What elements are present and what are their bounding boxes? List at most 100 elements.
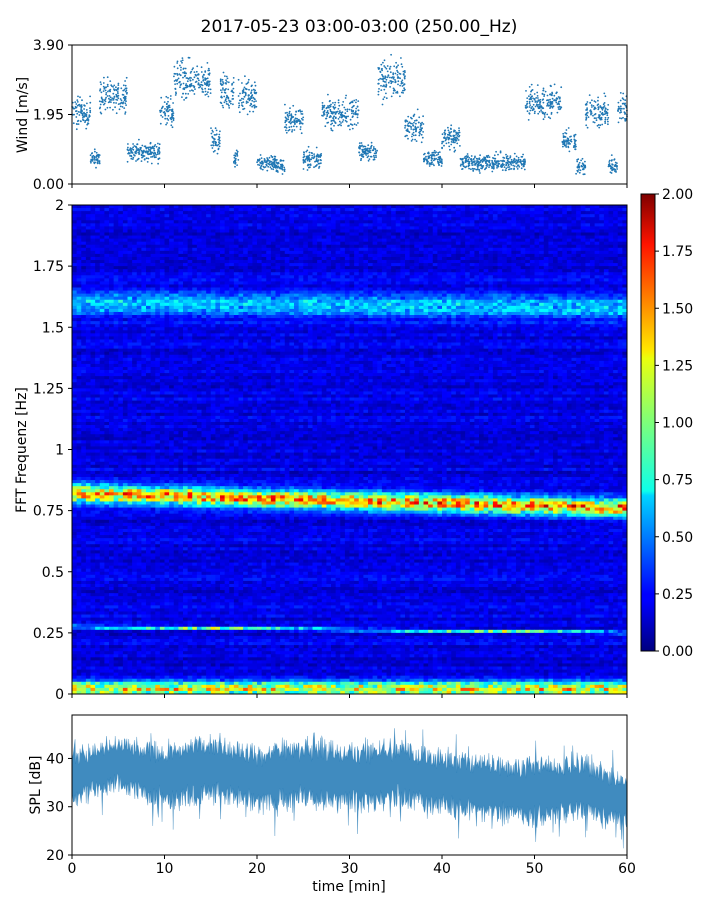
wind-point [527,110,529,112]
spectrogram-cell [465,217,470,220]
wind-point [294,129,296,131]
wind-point [479,170,481,172]
spectrogram-cell [178,214,183,217]
spectrogram-cell [340,217,345,220]
spectrogram-cell [562,226,567,229]
spectrogram-cell [572,239,577,242]
wind-point [431,152,433,154]
wind-point [354,123,356,125]
spectrogram-cell [548,248,553,251]
spectrogram-cell [437,248,442,251]
spectrogram-cell [553,208,558,211]
spectrogram-cell [234,229,239,232]
spectrogram-cell [558,248,563,251]
spectrogram-cell [572,254,577,257]
wind-point [367,144,369,146]
spectrogram-cell [77,220,82,223]
spectrogram-cell [599,233,604,236]
wind-point [605,95,607,97]
wind-point [309,160,311,162]
spectrogram-cell [400,236,405,239]
wind-point [76,99,78,101]
spectrogram-cell [604,205,609,208]
spectrogram-cell [104,220,109,223]
wind-point [448,146,450,148]
wind-point [585,113,587,115]
wind-point [569,136,571,138]
spectrogram-cell [493,248,498,251]
spectrogram-cell [595,211,600,214]
spectrogram-cell [410,248,415,251]
wind-point [335,117,337,119]
wind-point [503,160,505,162]
spectrogram-cell [414,229,419,232]
spectrogram-cell [609,208,614,211]
spectrogram-cell [257,239,262,242]
wind-point [146,157,148,159]
spectrogram-cell [599,223,604,226]
spectrogram-cell [511,242,516,245]
spectrogram-cell [220,233,225,236]
wind-point [525,107,527,109]
spectrogram-cell [539,245,544,248]
spectrogram-cell [336,205,341,208]
wind-point [446,137,448,139]
spectrogram-cell [215,217,220,220]
wind-point [399,85,401,87]
wind-point [291,126,293,128]
spectrogram-cell [368,223,373,226]
spectrogram-cell [322,226,327,229]
wind-point [256,106,258,108]
wind-point [619,117,621,119]
wind-point [246,102,248,104]
spectrogram-cell [368,236,373,239]
wind-point [153,147,155,149]
wind-point [339,121,341,123]
spectrogram-cell [77,236,82,239]
spectrogram-cell [461,248,466,251]
spectrogram-cell [437,242,442,245]
spectrogram-cell [146,205,151,208]
spectrogram-cell [567,257,572,260]
wind-point [485,167,487,169]
wind-point [150,156,152,158]
wind-point [479,158,481,160]
spectrogram-cell [141,236,146,239]
spectrogram-cell [340,248,345,251]
wind-point [247,81,249,83]
spectrogram-cell [72,251,77,254]
wind-point [215,127,217,129]
spectrogram-cell [132,214,137,217]
wind-point [292,121,294,123]
spectrogram-cell [303,245,308,248]
wind-point [76,128,78,130]
wind-point [357,117,359,119]
spectrogram-cell [340,205,345,208]
spectrogram-cell [118,260,123,263]
spectrogram-cell [419,245,424,248]
spectrogram-cell [461,223,466,226]
spectrogram-cell [442,220,447,223]
wind-point [411,123,413,125]
spectrogram-cell [521,257,526,260]
wind-point [266,170,268,172]
spectrogram-cell [271,220,276,223]
wind-point [624,103,626,105]
spectrogram-cell [350,254,355,257]
spectrogram-cell [118,229,123,232]
spectrogram-cell [414,217,419,220]
spectrogram-cell [553,236,558,239]
wind-point [453,139,455,141]
wind-point [125,88,127,90]
spectrogram-cell [248,208,253,211]
spectrogram-cell [521,254,526,257]
spectrogram-cell [262,214,267,217]
wind-point [103,104,105,106]
spectrogram-cell [239,248,244,251]
spectrogram-cell [391,220,396,223]
wind-point [357,106,359,108]
spectrogram-cell [160,245,165,248]
wind-point [198,87,200,89]
spectrogram-cell [567,205,572,208]
spectrogram-cell [340,257,345,260]
